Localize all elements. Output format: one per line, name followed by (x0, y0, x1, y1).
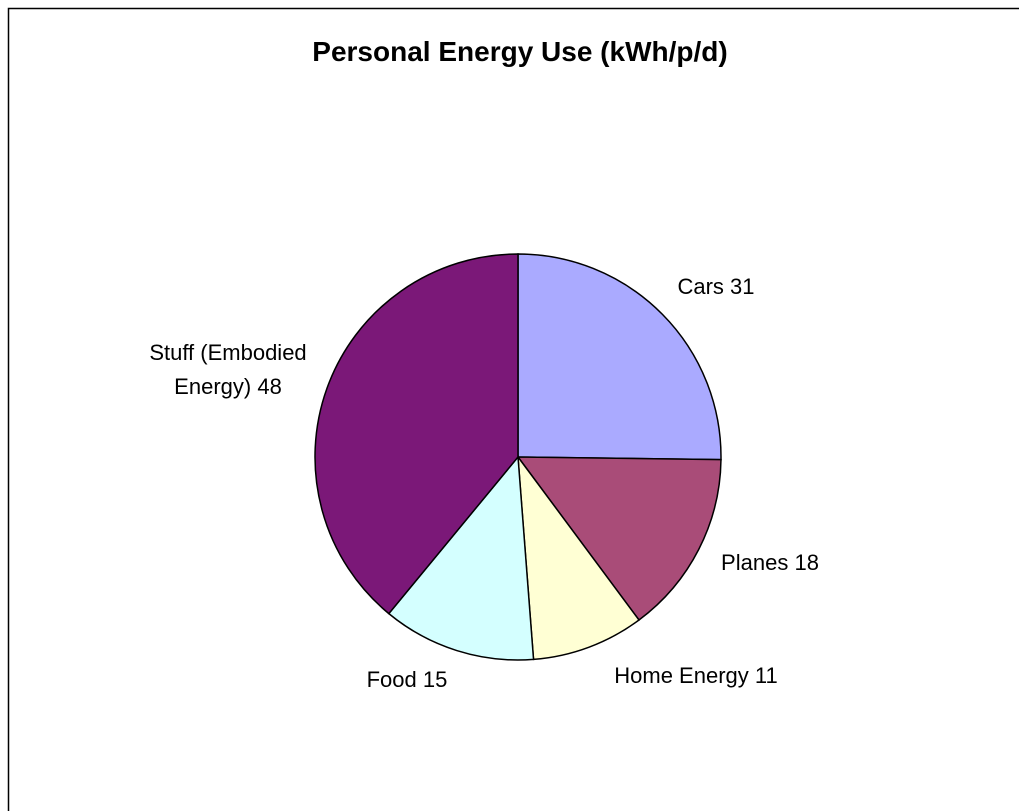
value-label: 18 (794, 550, 819, 575)
category-label: Cars (677, 274, 724, 299)
category-label: Home Energy (614, 663, 749, 688)
value-label: 48 (257, 374, 282, 399)
category-label: Planes (721, 550, 789, 575)
data-label: Stuff (Embodied Energy) 48 (133, 336, 323, 404)
value-label: 15 (422, 667, 448, 692)
pie-slice (516, 456, 722, 622)
value-label: 31 (730, 274, 755, 299)
pie-slice (517, 253, 722, 461)
pie-slice (314, 253, 519, 615)
category-label: Food (366, 667, 417, 692)
data-label: Planes 18 (670, 546, 870, 580)
category-label: Stuff (Embodied Energy) (149, 340, 307, 399)
value-label: 11 (754, 663, 778, 688)
chart-title: Personal Energy Use (kWh/p/d) (312, 36, 728, 67)
data-label: Food 15 (307, 663, 507, 697)
pie-slice (517, 454, 641, 661)
data-label: Cars 31 (616, 270, 816, 304)
pie-slice (387, 455, 535, 661)
data-label: Home Energy 11 (576, 659, 816, 693)
